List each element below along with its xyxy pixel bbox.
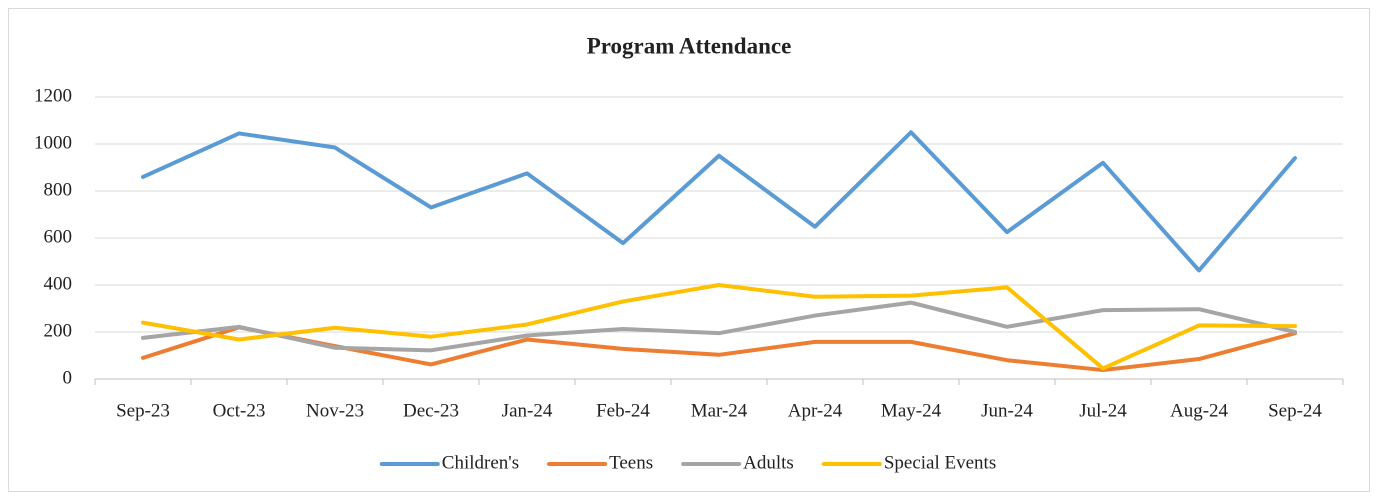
- x-tick-label: Jul-24: [1079, 400, 1127, 421]
- series-line: [141, 130, 1297, 273]
- x-tick-label: Sep-24: [1268, 400, 1322, 421]
- legend-label: Special Events: [884, 452, 996, 473]
- x-tick-label: Jun-24: [981, 400, 1033, 421]
- y-tick-label: 600: [44, 226, 73, 247]
- chart-title: Program Attendance: [587, 33, 792, 58]
- series-line: [141, 283, 1297, 371]
- x-tick-label: Oct-23: [213, 400, 266, 421]
- legend-label: Teens: [609, 452, 653, 473]
- x-tick-label: Aug-24: [1170, 400, 1229, 421]
- x-tick-label: May-24: [881, 400, 942, 421]
- y-tick-label: 800: [44, 179, 73, 200]
- y-tick-label: 200: [44, 320, 73, 341]
- y-tick-label: 400: [44, 273, 73, 294]
- y-tick-label: 1000: [34, 132, 72, 153]
- x-tick-label: Jan-24: [502, 400, 553, 421]
- x-tick-label: Sep-23: [116, 400, 170, 421]
- legend-label: Children's: [442, 452, 519, 473]
- y-tick-label: 1200: [34, 85, 72, 106]
- y-tick-label: 0: [63, 367, 73, 388]
- legend-label: Adults: [743, 452, 794, 473]
- x-tick-label: Nov-23: [306, 400, 364, 421]
- chart-border: [8, 8, 1370, 492]
- series-line: [141, 300, 1297, 353]
- x-tick-label: Dec-23: [403, 400, 459, 421]
- x-tick-label: Mar-24: [691, 400, 748, 421]
- x-tick-label: Apr-24: [788, 400, 843, 421]
- x-tick-label: Feb-24: [596, 400, 650, 421]
